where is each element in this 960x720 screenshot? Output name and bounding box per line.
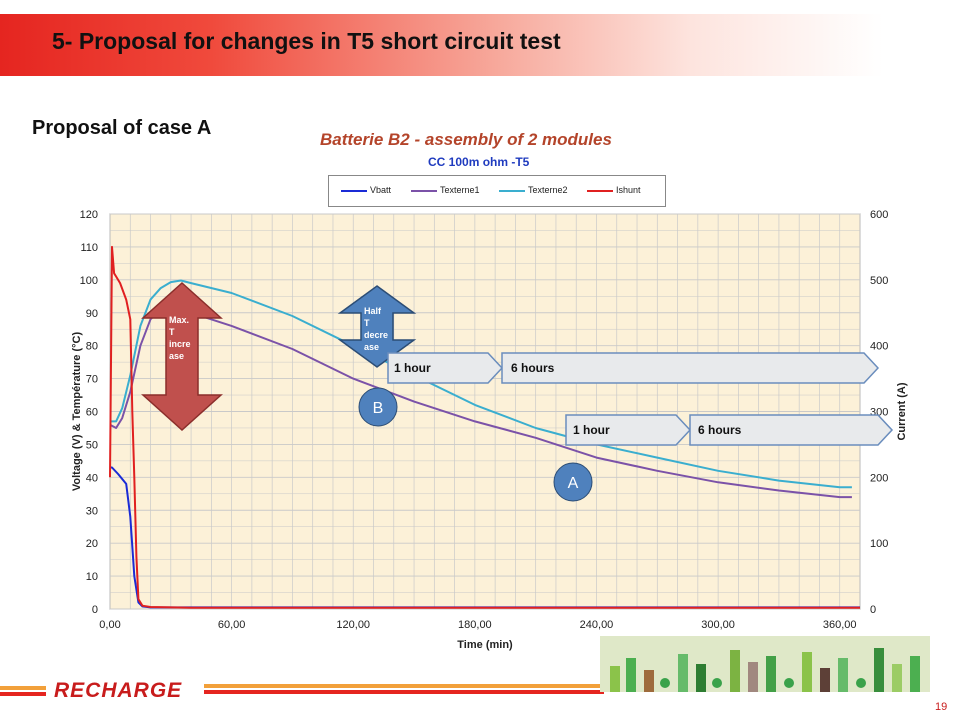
marker-a-circle bbox=[553, 462, 593, 502]
a-six-hours-arrow bbox=[689, 414, 894, 446]
half-t-decrease-label: ase bbox=[364, 342, 379, 352]
x-tick-label: 60,00 bbox=[218, 619, 246, 631]
max-t-increase-label: Max. bbox=[169, 315, 189, 325]
footer-stripe-right-red bbox=[204, 690, 604, 694]
chart-title: Batterie B2 - assembly of 2 modules bbox=[320, 130, 612, 149]
y-tick-label: 30 bbox=[86, 505, 98, 517]
y2-tick-label: 0 bbox=[870, 604, 876, 616]
city-building bbox=[678, 654, 688, 692]
max-t-increase-arrow bbox=[141, 281, 223, 432]
y-tick-label: 40 bbox=[86, 472, 98, 484]
footer-stripe-left-red bbox=[0, 692, 46, 696]
y2-tick-label: 400 bbox=[870, 341, 888, 353]
half-t-decrease-label: decre bbox=[364, 330, 388, 340]
y2-tick-label: 500 bbox=[870, 275, 888, 287]
b-six-hours-arrow bbox=[501, 352, 880, 384]
slide-subtitle: Proposal of case A bbox=[32, 117, 212, 139]
x-axis-title: Time (min) bbox=[457, 639, 513, 651]
x-tick-label: 120,00 bbox=[336, 619, 370, 631]
city-building bbox=[910, 656, 920, 692]
y-tick-label: 100 bbox=[80, 275, 98, 287]
legend-item-texterne1: Texterne1 bbox=[411, 185, 480, 195]
y-tick-label: 20 bbox=[86, 538, 98, 550]
city-building bbox=[610, 666, 620, 692]
b-six-hours-label: 6 hours bbox=[511, 361, 555, 375]
legend-label-texterne1: Texterne1 bbox=[440, 185, 480, 195]
y-tick-label: 60 bbox=[86, 407, 98, 419]
legend-swatch-texterne1 bbox=[411, 189, 437, 192]
y-tick-label: 80 bbox=[86, 341, 98, 353]
legend-item-texterne2: Texterne2 bbox=[499, 185, 568, 195]
x-tick-label: 240,00 bbox=[580, 619, 614, 631]
header-band bbox=[0, 14, 960, 76]
city-building bbox=[644, 670, 654, 692]
a-one-hour-arrow bbox=[565, 414, 692, 446]
chart-subtitle: CC 100m ohm -T5 bbox=[428, 155, 530, 169]
max-t-increase-label: incre bbox=[169, 339, 191, 349]
x-tick-label: 300,00 bbox=[701, 619, 735, 631]
legend-label-ishunt: Ishunt bbox=[616, 185, 641, 195]
city-building bbox=[874, 648, 884, 692]
recharge-logo: RECHARGE bbox=[54, 679, 183, 702]
city-building bbox=[696, 664, 706, 692]
a-six-hours-label: 6 hours bbox=[698, 423, 742, 437]
series-line-ishunt bbox=[109, 245, 860, 609]
y2-axis-title: Current (A) bbox=[896, 382, 908, 440]
legend-label-vbatt: Vbatt bbox=[370, 185, 392, 195]
series-line-texterne2 bbox=[110, 279, 852, 489]
chart-legend: Vbatt Texterne1 Texterne2 Ishunt bbox=[328, 175, 666, 207]
marker-b-label: B bbox=[373, 400, 384, 417]
legend-item-vbatt: Vbatt bbox=[341, 185, 391, 195]
city-building bbox=[802, 652, 812, 692]
max-t-increase-label: T bbox=[169, 327, 175, 337]
city-building bbox=[766, 656, 776, 692]
city-building bbox=[748, 662, 758, 692]
city-building bbox=[892, 664, 902, 692]
b-one-hour-arrow bbox=[387, 352, 504, 384]
legend-label-texterne2: Texterne2 bbox=[528, 185, 568, 195]
max-t-increase-label: ase bbox=[169, 351, 184, 361]
city-tree bbox=[784, 678, 794, 688]
legend-swatch-texterne2 bbox=[499, 189, 525, 192]
y-tick-label: 10 bbox=[86, 571, 98, 583]
y2-tick-label: 600 bbox=[870, 209, 888, 221]
x-tick-label: 0,00 bbox=[99, 619, 120, 631]
legend-swatch-vbatt bbox=[341, 189, 367, 192]
x-tick-label: 360,00 bbox=[823, 619, 857, 631]
footer-stripe-right bbox=[204, 684, 604, 688]
marker-b-circle bbox=[358, 387, 398, 427]
y-tick-label: 110 bbox=[80, 242, 98, 254]
green-city-banner bbox=[600, 636, 930, 692]
city-tree bbox=[660, 678, 670, 688]
y-tick-label: 120 bbox=[80, 209, 98, 221]
legend-item-ishunt: Ishunt bbox=[587, 185, 641, 195]
city-building bbox=[730, 650, 740, 692]
y-tick-label: 90 bbox=[86, 308, 98, 320]
half-t-decrease-arrow bbox=[337, 285, 417, 368]
city-building bbox=[838, 658, 848, 692]
a-one-hour-label: 1 hour bbox=[573, 423, 610, 437]
city-tree bbox=[856, 678, 866, 688]
y-axis-title: Voltage (V) & Température (°C) bbox=[71, 332, 83, 492]
y-tick-label: 70 bbox=[86, 374, 98, 386]
city-building bbox=[626, 658, 636, 692]
city-tree bbox=[712, 678, 722, 688]
y-tick-label: 50 bbox=[86, 439, 98, 451]
page-number: 19 bbox=[935, 701, 948, 713]
marker-a-label: A bbox=[568, 475, 579, 492]
half-t-decrease-label: Half bbox=[364, 306, 382, 316]
y-tick-label: 0 bbox=[92, 604, 98, 616]
slide-title: 5- Proposal for changes in T5 short circ… bbox=[52, 28, 561, 54]
legend-swatch-ishunt bbox=[587, 189, 613, 192]
b-one-hour-label: 1 hour bbox=[394, 361, 431, 375]
x-tick-label: 180,00 bbox=[458, 619, 492, 631]
footer-stripe-left bbox=[0, 686, 46, 690]
y2-tick-label: 100 bbox=[870, 538, 888, 550]
series-line-texterne1 bbox=[109, 306, 852, 499]
city-building bbox=[820, 668, 830, 692]
y2-tick-label: 200 bbox=[870, 472, 888, 484]
half-t-decrease-label: T bbox=[364, 318, 370, 328]
